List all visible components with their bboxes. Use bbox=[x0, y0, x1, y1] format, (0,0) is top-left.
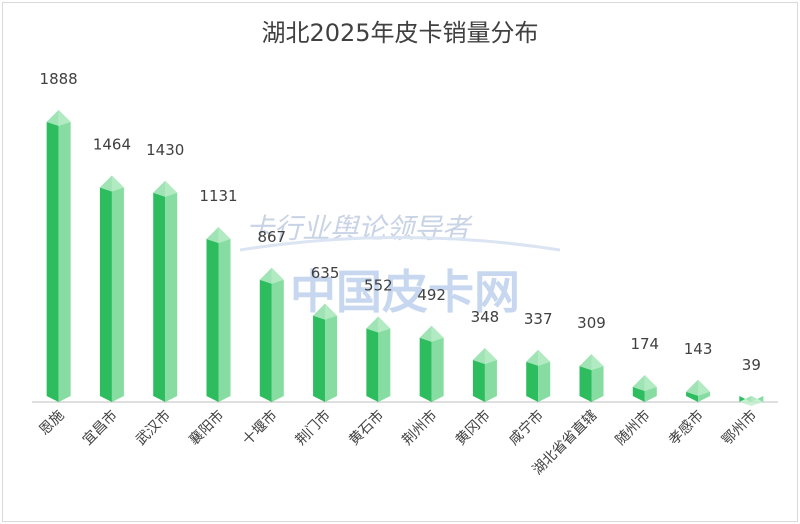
value-label: 348 bbox=[471, 308, 500, 326]
value-label: 1131 bbox=[199, 187, 237, 205]
bar-十堰市 bbox=[259, 267, 284, 402]
value-label: 1430 bbox=[146, 141, 184, 159]
bar-face-left bbox=[259, 267, 272, 402]
category-label: 恩施 bbox=[36, 408, 67, 439]
category-label: 宜昌市 bbox=[79, 407, 121, 449]
value-label: 552 bbox=[364, 277, 393, 295]
bar-face-right bbox=[325, 303, 338, 402]
bar-top bbox=[739, 395, 764, 406]
value-label: 1888 bbox=[40, 70, 78, 88]
bar-荆门市 bbox=[313, 303, 338, 402]
bars-group bbox=[46, 110, 764, 406]
bar-top bbox=[472, 348, 497, 365]
value-label: 39 bbox=[742, 356, 761, 374]
bar-face-right bbox=[165, 180, 178, 402]
bar-top bbox=[686, 379, 711, 396]
bar-face-left bbox=[206, 227, 219, 402]
bar-face-right bbox=[58, 110, 71, 402]
bar-face-left bbox=[46, 110, 59, 402]
bar-face-right bbox=[431, 325, 444, 402]
bar-face-right bbox=[111, 175, 124, 402]
value-label: 635 bbox=[311, 264, 340, 282]
category-label: 孝感市 bbox=[665, 407, 707, 449]
bar-荆州市 bbox=[419, 325, 444, 402]
bar-黄石市 bbox=[366, 316, 391, 402]
bar-top bbox=[313, 303, 338, 320]
watermark-swoosh bbox=[239, 236, 561, 252]
bar-襄阳市 bbox=[206, 227, 231, 402]
category-label: 黄冈市 bbox=[452, 407, 494, 449]
bar-top bbox=[153, 180, 178, 197]
bar-face-right bbox=[271, 267, 284, 402]
bar-face-left bbox=[313, 303, 326, 402]
category-label: 黄石市 bbox=[345, 407, 387, 449]
bar-face-right bbox=[218, 227, 231, 402]
bar-咸宁市 bbox=[526, 349, 551, 402]
bar-top bbox=[366, 316, 391, 333]
value-labels-group: 1888 1464 1430 1131 867 635 552 492 348 337 309 174… bbox=[40, 70, 761, 374]
bar-湖北省省直辖 bbox=[579, 354, 604, 402]
category-label: 荆州市 bbox=[399, 407, 441, 449]
bar-face-left bbox=[99, 175, 112, 402]
category-label: 襄阳市 bbox=[186, 407, 228, 449]
bar-face-left bbox=[153, 180, 166, 402]
bar-孝感市 bbox=[686, 379, 711, 402]
bar-武汉市 bbox=[153, 180, 178, 402]
value-label: 867 bbox=[257, 228, 286, 246]
bar-鄂州市 bbox=[739, 395, 764, 406]
chart-title: 湖北2025年皮卡销量分布 bbox=[261, 19, 539, 47]
value-label: 1464 bbox=[93, 136, 131, 154]
bar-随州市 bbox=[632, 375, 657, 402]
bar-top bbox=[632, 375, 657, 392]
value-label: 337 bbox=[524, 310, 553, 328]
bar-top bbox=[419, 325, 444, 342]
value-label: 174 bbox=[630, 335, 659, 353]
watermark: 卡行业舆论领导者 中国皮卡网 bbox=[239, 212, 561, 319]
category-label: 咸宁市 bbox=[505, 407, 547, 449]
bar-黄冈市 bbox=[472, 348, 497, 402]
category-label: 鄂州市 bbox=[718, 407, 760, 449]
value-label: 143 bbox=[684, 340, 713, 358]
bar-top bbox=[579, 354, 604, 371]
category-label: 武汉市 bbox=[132, 407, 174, 449]
bar-宜昌市 bbox=[99, 175, 124, 402]
bar-face-left bbox=[366, 316, 379, 402]
value-label: 309 bbox=[577, 314, 606, 332]
category-label: 荆门市 bbox=[292, 407, 334, 449]
bar-top bbox=[259, 267, 284, 284]
bar-face-left bbox=[419, 325, 432, 402]
bar-top bbox=[526, 349, 551, 366]
bar-top bbox=[99, 175, 124, 192]
bar-恩施 bbox=[46, 110, 71, 402]
category-label: 十堰市 bbox=[239, 407, 281, 449]
bar-top bbox=[46, 110, 71, 126]
bar-face-right bbox=[378, 316, 391, 402]
bar-top bbox=[206, 227, 231, 244]
category-label: 随州市 bbox=[612, 407, 654, 449]
value-label: 492 bbox=[417, 286, 446, 304]
